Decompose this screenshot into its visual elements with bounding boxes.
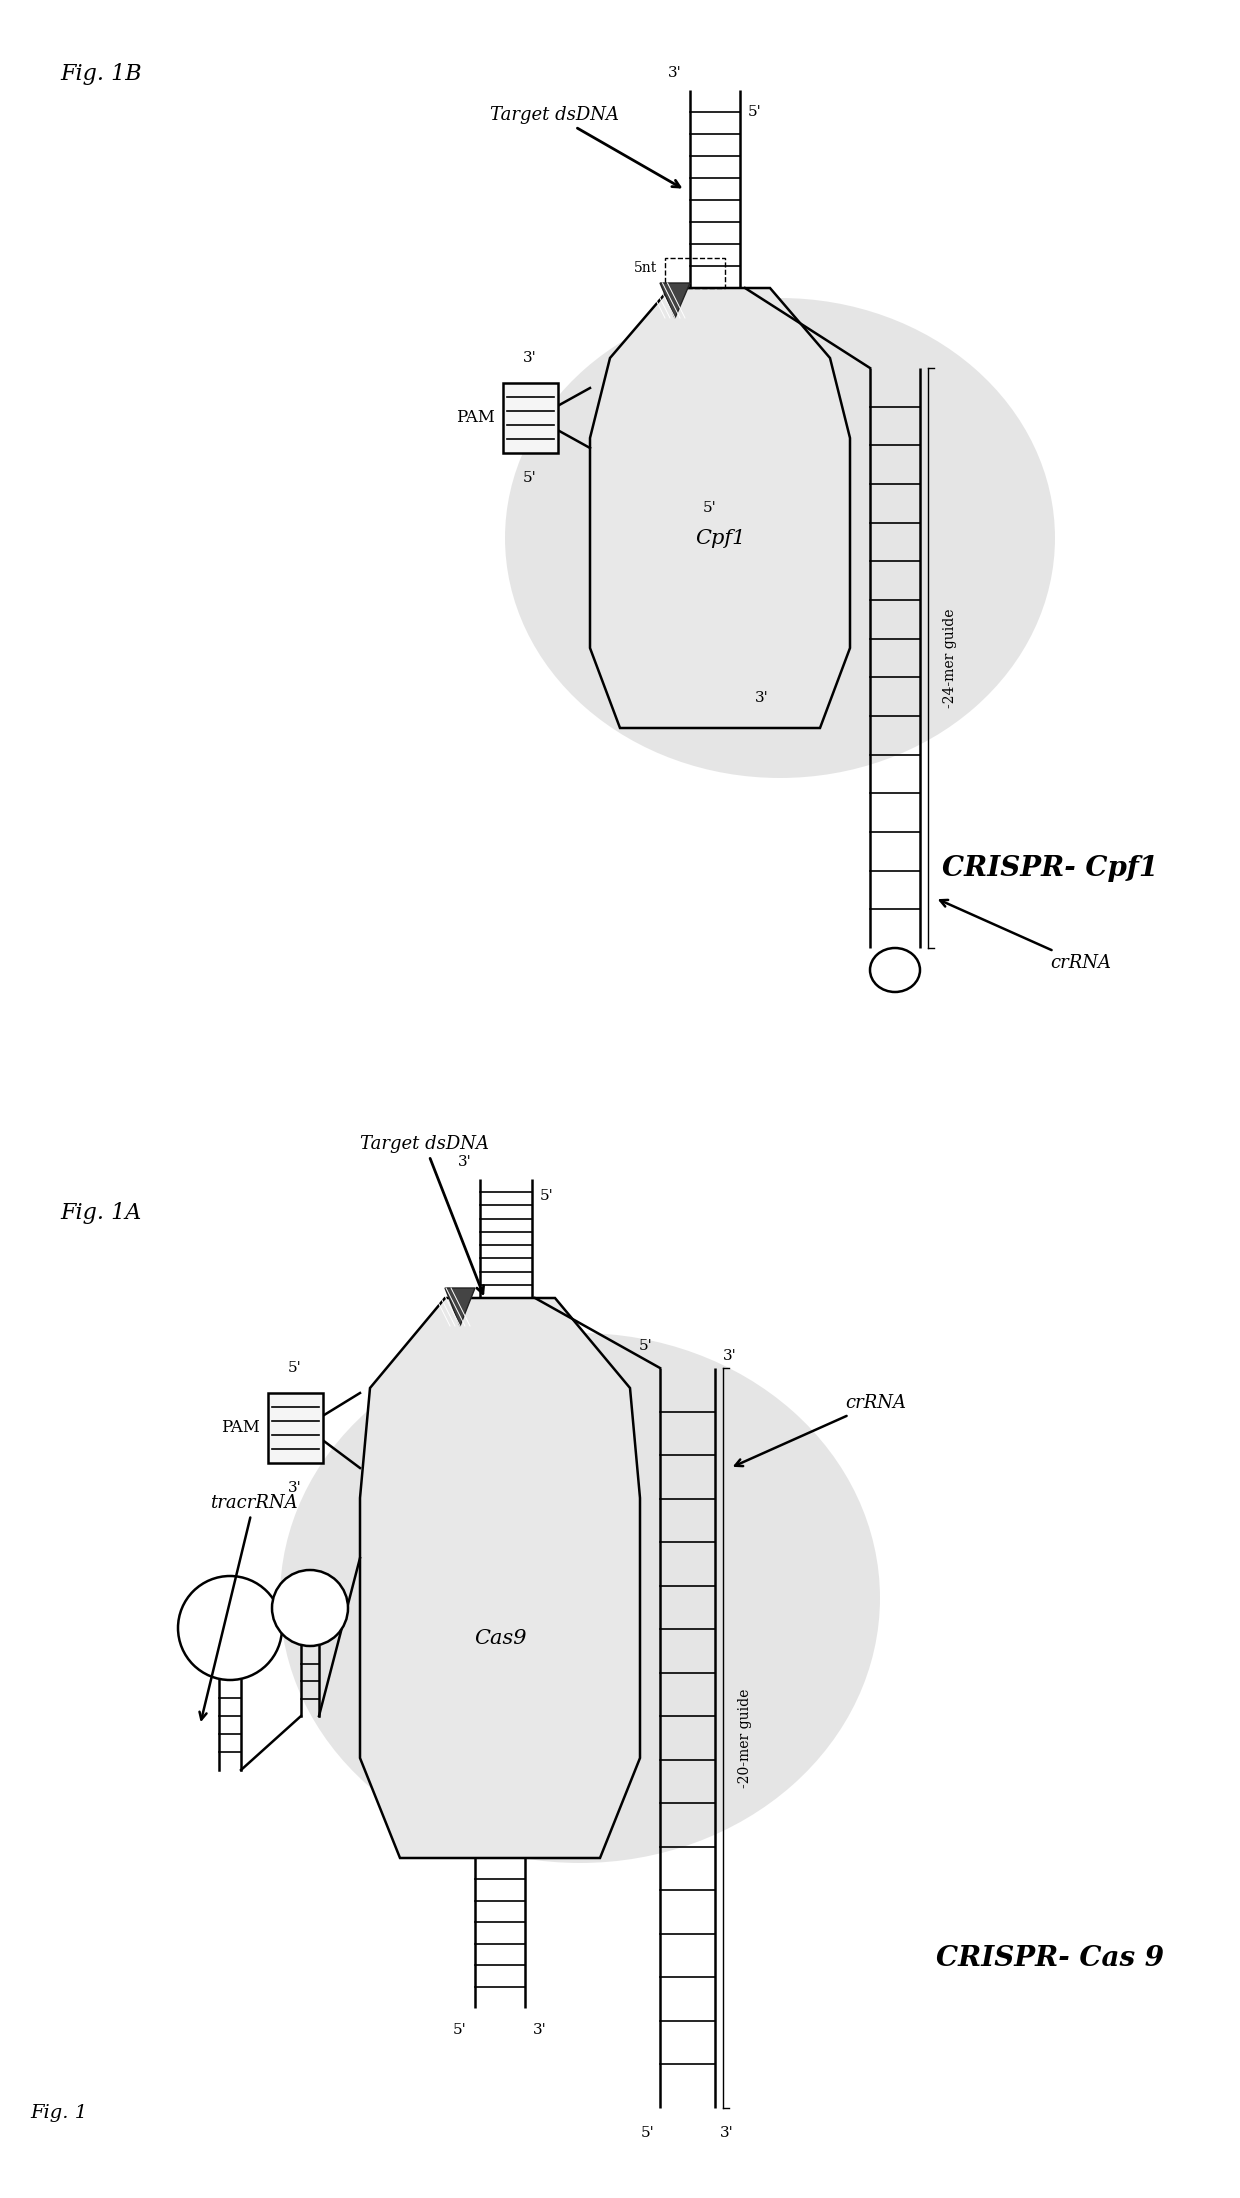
- Text: 5nt: 5nt: [634, 262, 657, 275]
- Text: Target dsDNA: Target dsDNA: [490, 106, 680, 187]
- Text: 3': 3': [720, 2125, 734, 2141]
- Circle shape: [179, 1576, 281, 1679]
- Text: -24-mer guide: -24-mer guide: [942, 609, 957, 708]
- Bar: [502, 382, 558, 453]
- Text: 3': 3': [523, 352, 537, 365]
- Text: Fig. 1B: Fig. 1B: [60, 64, 141, 86]
- Text: 5': 5': [523, 470, 537, 486]
- Text: 5': 5': [454, 2022, 467, 2038]
- Text: Fig. 1: Fig. 1: [30, 2103, 87, 2121]
- Polygon shape: [590, 288, 849, 728]
- Text: Target dsDNA: Target dsDNA: [360, 1134, 489, 1292]
- Text: Cpf1: Cpf1: [694, 528, 745, 547]
- Polygon shape: [445, 1288, 475, 1325]
- Ellipse shape: [870, 947, 920, 991]
- Text: 3': 3': [755, 690, 769, 706]
- Text: 5': 5': [641, 2125, 655, 2141]
- Text: 5': 5': [748, 106, 761, 119]
- Text: 3': 3': [668, 66, 682, 79]
- Text: PAM: PAM: [221, 1420, 259, 1437]
- Text: CRISPR- Cas 9: CRISPR- Cas 9: [936, 1945, 1164, 1972]
- Text: Cas9: Cas9: [474, 1629, 526, 1648]
- Ellipse shape: [505, 299, 1055, 778]
- Text: 5': 5': [539, 1189, 554, 1202]
- Text: 3': 3': [533, 2022, 547, 2038]
- Circle shape: [272, 1569, 348, 1646]
- Polygon shape: [660, 284, 689, 319]
- Text: 3': 3': [459, 1154, 472, 1169]
- Text: crRNA: crRNA: [735, 1394, 906, 1466]
- Text: crRNA: crRNA: [940, 899, 1111, 972]
- Text: 5': 5': [639, 1339, 652, 1354]
- Text: 5': 5': [288, 1361, 301, 1376]
- Polygon shape: [360, 1299, 640, 1857]
- Text: CRISPR- Cpf1: CRISPR- Cpf1: [942, 855, 1158, 884]
- Text: -20-mer guide: -20-mer guide: [738, 1688, 751, 1787]
- Text: tracrRNA: tracrRNA: [200, 1495, 298, 1719]
- Text: Fig. 1A: Fig. 1A: [60, 1202, 141, 1224]
- Ellipse shape: [280, 1332, 880, 1864]
- Text: 3': 3': [288, 1481, 301, 1495]
- Text: 3': 3': [723, 1350, 737, 1363]
- Text: 5': 5': [703, 501, 717, 514]
- Text: PAM: PAM: [455, 409, 495, 426]
- Bar: [268, 1394, 322, 1464]
- Bar: [665, 257, 725, 288]
